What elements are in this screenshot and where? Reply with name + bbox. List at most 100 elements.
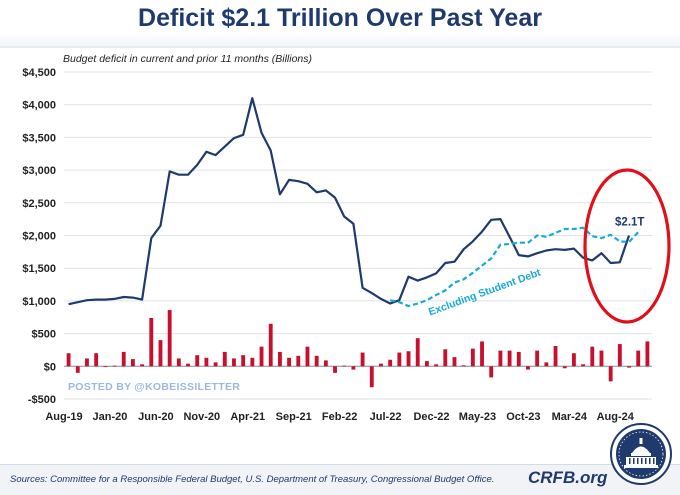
monthly-deficit-bar: [103, 366, 108, 368]
x-tick-label: Dec-22: [413, 411, 449, 423]
title-divider: [0, 46, 680, 48]
y-tick-label: $4,500: [22, 67, 56, 79]
monthly-deficit-bar: [645, 341, 650, 367]
monthly-deficit-bar: [636, 350, 641, 367]
monthly-deficit-bar: [314, 355, 319, 367]
monthly-deficit-bar: [140, 364, 145, 367]
monthly-deficit-bar: [535, 350, 540, 367]
x-tick-label: Mar-24: [552, 411, 588, 423]
y-tick-label: $2,500: [22, 198, 56, 210]
monthly-deficit-bar: [369, 366, 374, 388]
y-tick-label: $500: [32, 329, 56, 341]
monthly-deficit-bar: [176, 358, 181, 367]
monthly-deficit-bar: [553, 346, 558, 367]
monthly-deficit-bar: [186, 363, 190, 367]
monthly-deficit-bar: [627, 366, 631, 368]
monthly-deficit-bar: [121, 351, 126, 367]
monthly-deficit-bar: [112, 365, 117, 367]
monthly-deficit-bar: [617, 344, 622, 367]
monthly-deficit-bar: [195, 355, 200, 367]
monthly-deficit-bar: [94, 353, 99, 367]
monthly-deficit-bar: [571, 353, 576, 367]
x-tick-label: Sep-21: [276, 411, 312, 423]
monthly-deficit-bar: [415, 338, 420, 367]
monthly-deficit-bar: [507, 350, 512, 367]
monthly-deficit-bar: [443, 349, 448, 367]
monthly-deficit-bar: [434, 364, 439, 367]
monthly-deficit-bar: [323, 360, 328, 367]
watermark-text: POSTED BY @KOBEISSILETTER: [68, 381, 240, 393]
monthly-deficit-bar: [516, 351, 521, 367]
x-tick-label: Jul-22: [370, 411, 402, 423]
x-tick-label: Aug-19: [45, 411, 82, 423]
monthly-deficit-bar: [241, 355, 246, 367]
monthly-deficit-bar: [526, 366, 530, 370]
x-tick-label: Nov-20: [183, 411, 220, 423]
monthly-deficit-bar: [85, 358, 89, 367]
chart-subtitle: Budget deficit in current and prior 11 m…: [63, 53, 312, 65]
monthly-deficit-bar: [149, 317, 154, 367]
y-tick-label: $1,500: [22, 263, 56, 275]
y-tick-label: $4,000: [22, 100, 56, 112]
monthly-deficit-bar: [333, 366, 337, 373]
monthly-deficit-bar: [130, 359, 135, 367]
x-tick-label: Feb-22: [322, 411, 357, 423]
monthly-deficit-bar: [406, 351, 411, 367]
latest-value-label: $2.1T: [615, 217, 644, 229]
monthly-deficit-bar: [498, 350, 503, 367]
y-tick-label: $3,000: [22, 165, 56, 177]
y-tick-label: $0: [44, 361, 56, 373]
monthly-deficit-bar: [222, 351, 227, 367]
monthly-deficit-bar: [599, 350, 604, 367]
monthly-deficit-bar: [388, 359, 393, 367]
y-tick-label: -$500: [28, 394, 56, 406]
monthly-deficit-bar: [342, 365, 347, 367]
monthly-deficit-bar: [296, 355, 301, 367]
monthly-deficit-bar: [470, 348, 475, 367]
monthly-deficit-bar: [250, 357, 255, 367]
y-tick-label: $2,000: [22, 231, 56, 243]
capitol-seal-icon: [610, 423, 672, 485]
monthly-deficit-bar: [461, 365, 466, 367]
monthly-deficit-bar: [232, 358, 236, 367]
monthly-deficit-bar: [287, 357, 292, 367]
monthly-deficit-bar: [581, 364, 586, 367]
x-tick-label: Oct-23: [506, 411, 540, 423]
deficit-line: [68, 97, 631, 306]
chart-title: Deficit $2.1 Trillion Over Past Year: [138, 4, 542, 32]
monthly-deficit-bar: [204, 357, 209, 367]
monthly-deficit-bar: [379, 363, 383, 367]
monthly-deficit-bar: [158, 340, 163, 367]
monthly-deficit-bar: [424, 361, 429, 367]
y-tick-label: $1,000: [22, 296, 56, 308]
title-banner: Deficit $2.1 Trillion Over Past Year: [0, 0, 680, 46]
excluding-student-debt-line: [389, 226, 640, 308]
monthly-deficit-bar: [608, 366, 613, 382]
source-note: Sources: Committee for a Responsible Fed…: [10, 474, 495, 485]
x-tick-label: Aug-24: [597, 411, 635, 423]
x-tick-label: Jun-20: [138, 411, 173, 423]
x-tick-label: Apr-21: [230, 411, 265, 423]
monthly-deficit-bar: [360, 352, 365, 367]
footer-bar: Sources: Committee for a Responsible Fed…: [0, 464, 680, 495]
brand-link[interactable]: CRFB.org: [528, 468, 608, 487]
monthly-deficit-bar: [452, 357, 457, 367]
monthly-deficit-bar: [259, 346, 264, 367]
monthly-deficit-bar: [268, 323, 273, 367]
monthly-deficit-bar: [305, 346, 310, 367]
monthly-deficit-bar: [562, 366, 567, 369]
monthly-deficit-bar: [66, 353, 71, 367]
y-tick-label: $3,500: [22, 132, 56, 144]
monthly-deficit-bar: [351, 366, 356, 370]
monthly-deficit-bar: [544, 362, 549, 367]
chart-area: Budget deficit in current and prior 11 m…: [22, 53, 671, 423]
monthly-deficit-bar: [480, 341, 484, 367]
monthly-deficit-bar: [489, 366, 494, 378]
highlight-circle: [583, 168, 671, 324]
monthly-deficit-bar: [213, 362, 218, 367]
monthly-deficit-bar: [167, 310, 172, 367]
x-tick-label: Jan-20: [93, 411, 128, 423]
monthly-deficit-bar: [590, 346, 595, 367]
monthly-deficit-bar: [397, 352, 402, 367]
x-tick-label: May-23: [459, 411, 496, 423]
